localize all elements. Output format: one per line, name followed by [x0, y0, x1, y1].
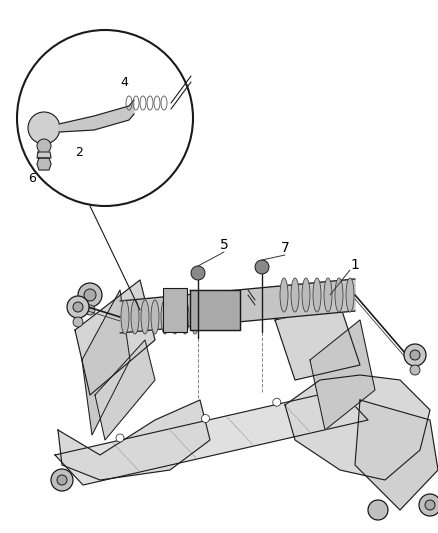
Ellipse shape [335, 278, 343, 312]
Ellipse shape [151, 300, 159, 334]
Polygon shape [55, 390, 368, 485]
Circle shape [28, 112, 60, 144]
Ellipse shape [161, 300, 169, 334]
Circle shape [368, 500, 388, 520]
Ellipse shape [313, 278, 321, 312]
Polygon shape [59, 100, 134, 132]
Ellipse shape [324, 278, 332, 312]
Circle shape [73, 317, 83, 327]
Circle shape [116, 434, 124, 442]
Polygon shape [190, 290, 240, 330]
Ellipse shape [181, 300, 189, 334]
Polygon shape [355, 400, 438, 510]
Circle shape [255, 260, 269, 274]
Polygon shape [310, 320, 375, 430]
Ellipse shape [346, 278, 354, 312]
Polygon shape [75, 280, 155, 395]
Polygon shape [37, 158, 51, 170]
Text: 6: 6 [28, 172, 36, 184]
Polygon shape [58, 400, 210, 480]
Ellipse shape [131, 300, 139, 334]
Ellipse shape [302, 278, 310, 312]
Circle shape [419, 494, 438, 516]
Text: 7: 7 [281, 241, 290, 255]
Circle shape [73, 302, 83, 312]
Circle shape [425, 500, 435, 510]
Text: 4: 4 [120, 77, 128, 90]
Ellipse shape [121, 300, 129, 334]
Circle shape [84, 289, 96, 301]
Polygon shape [275, 305, 360, 380]
Circle shape [85, 305, 95, 315]
Circle shape [191, 266, 205, 280]
Circle shape [51, 469, 73, 491]
Ellipse shape [191, 300, 199, 334]
Bar [163, 288, 187, 332]
Polygon shape [82, 290, 130, 435]
Circle shape [404, 344, 426, 366]
Circle shape [410, 350, 420, 360]
Polygon shape [37, 152, 51, 158]
Circle shape [67, 296, 89, 318]
Text: 5: 5 [219, 238, 228, 252]
Polygon shape [120, 279, 355, 333]
Circle shape [78, 283, 102, 307]
Polygon shape [95, 340, 155, 440]
Text: 2: 2 [75, 147, 83, 159]
Ellipse shape [171, 300, 179, 334]
Polygon shape [285, 375, 430, 480]
Text: 1: 1 [350, 258, 360, 272]
Ellipse shape [291, 278, 299, 312]
Circle shape [57, 475, 67, 485]
Circle shape [17, 30, 193, 206]
Circle shape [37, 139, 51, 153]
Ellipse shape [141, 300, 149, 334]
Circle shape [201, 415, 209, 423]
Ellipse shape [280, 278, 288, 312]
Circle shape [273, 398, 281, 406]
Circle shape [410, 365, 420, 375]
